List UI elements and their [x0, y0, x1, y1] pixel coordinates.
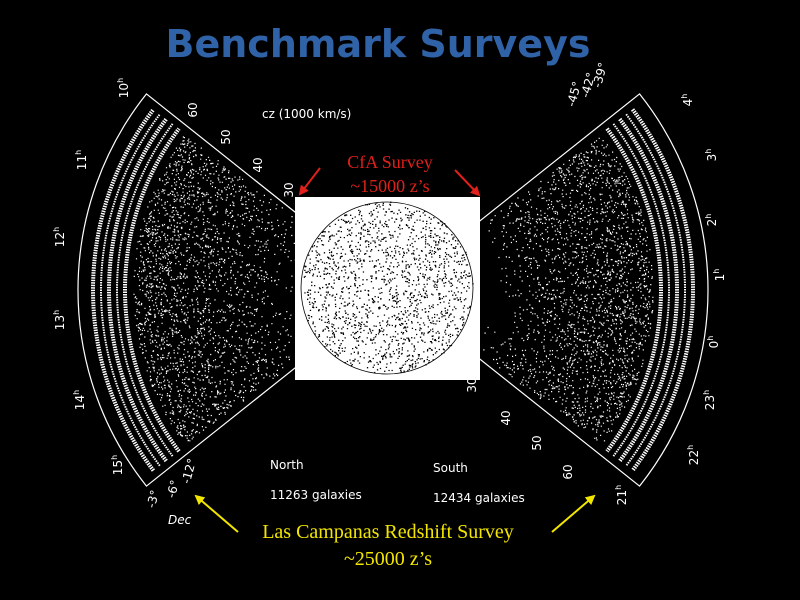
ra-label: 15h	[110, 455, 125, 475]
dec-label: -39°	[590, 61, 610, 89]
south-label: South	[433, 461, 468, 475]
survey-strip	[91, 108, 156, 472]
ra-label: 21h	[614, 485, 629, 505]
ra-label: 11h	[74, 150, 89, 170]
survey-strip	[116, 123, 174, 457]
cz-tick-label: 30	[465, 377, 479, 392]
ra-label: 0h	[706, 336, 721, 349]
ra-unit: h	[706, 336, 715, 341]
ra-hour: 23	[703, 395, 717, 410]
north-label: North	[270, 458, 304, 472]
arrow	[194, 494, 239, 533]
axis-title: cz (1000 km/s)	[262, 107, 351, 121]
cz-tick-label: 30	[282, 182, 296, 197]
dec-label: -12°	[179, 457, 199, 485]
ra-hour: 11	[75, 155, 89, 170]
ra-hour: 4	[681, 99, 695, 107]
ra-hour: 13	[53, 315, 67, 330]
survey-strip	[107, 117, 168, 463]
arrow	[454, 169, 481, 197]
wedge-outline	[392, 93, 709, 487]
ra-unit: h	[52, 310, 61, 315]
cz-tick-label: 50	[219, 129, 233, 144]
cz-tick-label: 40	[499, 410, 513, 425]
ra-unit: h	[702, 390, 711, 395]
ra-unit: h	[686, 445, 695, 450]
ra-unit: h	[52, 227, 61, 232]
survey-strip	[618, 117, 679, 463]
lcrs-annotation: ~25000 z’s	[344, 548, 432, 570]
survey-strip	[625, 113, 686, 467]
cfa-annotation: CfA Survey	[347, 152, 433, 172]
survey-strip	[605, 127, 663, 453]
ra-hour: 15	[111, 460, 125, 475]
cz-tick-label: 60	[186, 102, 200, 117]
ra-hour: 10	[117, 83, 131, 98]
survey-figure	[77, 93, 709, 487]
ra-hour: 3	[705, 154, 719, 162]
survey-strip	[123, 127, 181, 453]
dec-label: -6°	[164, 478, 182, 499]
ra-unit: h	[74, 150, 83, 155]
cz-tick-label: 60	[561, 464, 575, 479]
ra-label: 12h	[52, 227, 67, 247]
dec-label: -45°	[564, 80, 584, 108]
ra-hour: 14	[73, 395, 87, 410]
ra-unit: h	[110, 455, 119, 460]
ra-unit: h	[704, 149, 713, 154]
galaxy-points	[483, 137, 654, 442]
arrow	[298, 167, 321, 196]
slide-title: Benchmark Surveys	[166, 22, 591, 66]
ra-unit: h	[704, 214, 713, 219]
ra-unit: h	[680, 94, 689, 99]
cz-tick-label: 40	[251, 157, 265, 172]
cfa-points	[303, 201, 474, 374]
ra-unit: h	[614, 485, 623, 490]
wedge-outline	[77, 93, 394, 487]
dec-label: -42°	[578, 71, 598, 99]
survey-strip	[612, 123, 670, 457]
ra-label: 3h	[704, 149, 719, 162]
ra-label: 10h	[116, 78, 131, 98]
ra-unit: h	[116, 78, 125, 83]
ra-label: 2h	[704, 214, 719, 227]
survey-strip	[630, 108, 695, 472]
ra-label: 1h	[712, 269, 727, 282]
lcrs-annotation: Las Campanas Redshift Survey	[262, 521, 514, 543]
ra-hour: 21	[615, 490, 629, 505]
ra-hour: 0	[707, 341, 721, 349]
ra-hour: 1	[713, 274, 727, 282]
ra-hour: 2	[705, 219, 719, 227]
ra-hour: 12	[53, 232, 67, 247]
south-count: 12434 galaxies	[433, 491, 525, 505]
cz-tick-label: 50	[530, 435, 544, 450]
ra-label: 4h	[680, 94, 695, 107]
ra-label: 22h	[686, 445, 701, 465]
survey-strip	[100, 113, 161, 467]
cfa-annotation: ~15000 z’s	[350, 176, 429, 196]
cfa-circle	[300, 201, 474, 375]
dec-title: Dec	[168, 513, 192, 527]
ra-hour: 22	[687, 450, 701, 465]
ra-unit: h	[72, 390, 81, 395]
north-count: 11263 galaxies	[270, 488, 362, 502]
ra-label: 23h	[702, 390, 717, 410]
ra-label: 14h	[72, 390, 87, 410]
ra-label: 13h	[52, 310, 67, 330]
arrow	[551, 494, 596, 533]
dec-label: -3°	[144, 488, 162, 509]
ra-unit: h	[712, 269, 721, 274]
